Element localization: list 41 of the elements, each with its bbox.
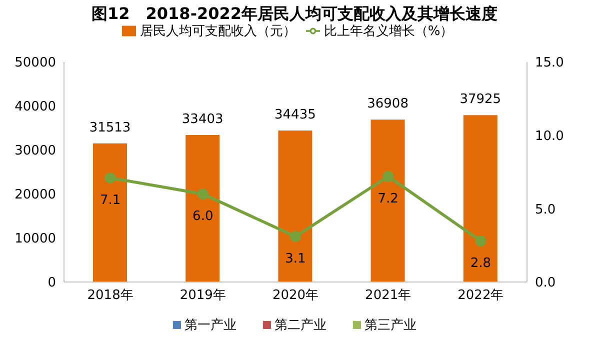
- bar: [370, 120, 405, 282]
- data-label: 33403: [182, 112, 224, 128]
- data-label: 3.1: [285, 252, 306, 267]
- data-label: 6.0: [192, 209, 214, 224]
- x-tick-label: 2021年: [365, 288, 412, 304]
- x-tick-label: 2019年: [180, 288, 226, 304]
- data-label: 7.1: [100, 192, 121, 208]
- bar: [463, 115, 498, 282]
- chart-title: 图12 2018-2022年居民人均可支配收入及其增长速度: [90, 4, 498, 24]
- x-tick-label: 2020年: [272, 288, 319, 304]
- point: [475, 235, 486, 246]
- data-label: 37925: [460, 92, 502, 108]
- text: 第一产业: [184, 317, 236, 334]
- point: [290, 231, 301, 242]
- data-label: 31513: [89, 120, 131, 136]
- y-tick-label: 40000: [14, 100, 56, 115]
- bar: [186, 135, 220, 282]
- data-label: 2.8: [470, 256, 492, 271]
- point: [104, 172, 116, 184]
- data-label: 36908: [367, 96, 408, 112]
- data-label: 34435: [274, 107, 316, 122]
- point: [197, 188, 208, 200]
- text: 第三产业: [364, 317, 416, 334]
- legend-label: 居民人均可支配收入（元）: [140, 24, 296, 39]
- legend-label: 比上年名义增长（%）: [324, 24, 454, 39]
- y-tick-label: 30000: [14, 144, 56, 159]
- x-tick-label: 2022年: [458, 288, 504, 304]
- point: [382, 170, 394, 182]
- bar: [93, 143, 127, 282]
- y2-tick-label: 5.0: [535, 202, 556, 218]
- data-label: 7.2: [378, 191, 398, 206]
- y-tick-label: 10000: [14, 232, 56, 247]
- y2-tick-label: 15.0: [535, 56, 564, 71]
- text: 第二产业: [274, 317, 326, 334]
- y2-tick-label: 0.0: [535, 276, 556, 291]
- y-tick-label: 50000: [14, 56, 56, 71]
- bar: [278, 130, 312, 282]
- x-tick-label: 2018年: [87, 288, 134, 304]
- y2-tick-label: 10.0: [535, 128, 564, 144]
- y-tick-label: 20000: [14, 188, 56, 203]
- y-tick-label: 0: [48, 276, 56, 291]
